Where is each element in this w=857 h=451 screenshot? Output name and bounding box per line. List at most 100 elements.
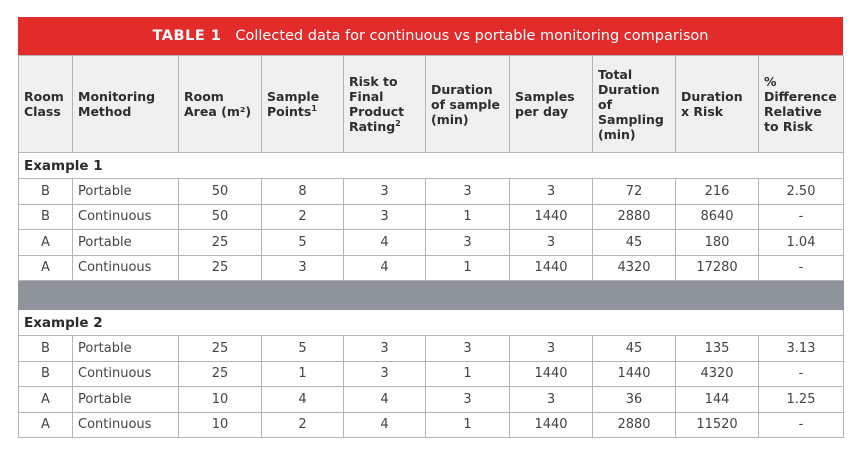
table-row: A Continuous 25 3 4 1 1440 4320 17280-	[18, 254, 844, 281]
table-title: Collected data for continuous vs portabl…	[235, 28, 709, 44]
cell-duration-sample: 1	[425, 411, 510, 438]
cell-samples-per-day: 1440	[509, 360, 593, 387]
cell-room-class: B	[18, 203, 73, 230]
cell-room-class: B	[18, 178, 73, 205]
table-row: A Portable 10 4 4 3 3 36 144 1.25	[18, 386, 844, 413]
cell-room-area: 50	[178, 203, 262, 230]
table-number: TABLE 1	[152, 28, 222, 44]
header-total-duration: Total Duration of Sampling (min)	[592, 55, 676, 153]
cell-room-class: B	[18, 360, 73, 387]
header-risk-rating: Risk to Final Product Rating2	[343, 55, 426, 153]
footnote-marker-2: 2	[395, 118, 401, 128]
cell-risk-rating: 3	[343, 335, 426, 362]
cell-monitoring-method: Portable	[72, 178, 179, 205]
cell-duration-x-risk: 8640	[675, 203, 759, 230]
cell-monitoring-method: Portable	[72, 335, 179, 362]
cell-duration-x-risk: 11520	[675, 411, 759, 438]
cell-room-class: A	[18, 386, 73, 413]
cell-total-duration: 1440	[592, 360, 676, 387]
cell-total-duration: 45	[592, 229, 676, 256]
cell-samples-per-day: 3	[509, 335, 593, 362]
monitoring-comparison-table: Room Class Monitoring Method Room Area (…	[18, 55, 844, 438]
cell-room-area: 50	[178, 178, 262, 205]
cell-room-area: 25	[178, 254, 262, 281]
table-row: B Continuous 50 2 3 1 1440 2880 8640-	[18, 203, 844, 230]
cell-risk-rating: 3	[343, 203, 426, 230]
cell-total-duration: 45	[592, 335, 676, 362]
cell-monitoring-method: Continuous	[72, 254, 179, 281]
cell-total-duration: 2880	[592, 203, 676, 230]
cell-room-area: 25	[178, 335, 262, 362]
header-duration-x-risk: Duration x Risk	[675, 55, 759, 153]
cell-room-area: 25	[178, 229, 262, 256]
cell-room-class: A	[18, 229, 73, 256]
header-row: Room Class Monitoring Method Room Area (…	[18, 55, 844, 153]
cell-monitoring-method: Continuous	[72, 411, 179, 438]
section-row-example-2: Example 2	[18, 309, 844, 336]
cell-sample-points: 4	[261, 386, 344, 413]
cell-duration-sample: 3	[425, 229, 510, 256]
cell-samples-per-day: 1440	[509, 411, 593, 438]
cell-duration-sample: 3	[425, 386, 510, 413]
table-row: B Portable 25 5 3 3 3 45 135 3.13	[18, 335, 844, 362]
cell-total-duration: 72	[592, 178, 676, 205]
cell-sample-points: 5	[261, 229, 344, 256]
cell-room-area: 10	[178, 411, 262, 438]
data-table-container: TABLE 1 Collected data for continuous vs…	[18, 17, 844, 438]
cell-sample-points: 8	[261, 178, 344, 205]
cell-duration-x-risk: 180	[675, 229, 759, 256]
footnote-marker-1: 1	[311, 103, 317, 113]
cell-samples-per-day: 1440	[509, 254, 593, 281]
cell-pct-difference: -	[758, 203, 844, 230]
table-row: A Portable 25 5 4 3 3 45 180 1.04	[18, 229, 844, 256]
section-label-example-1: Example 1	[18, 152, 844, 179]
cell-monitoring-method: Portable	[72, 229, 179, 256]
cell-duration-sample: 3	[425, 335, 510, 362]
cell-duration-x-risk: 144	[675, 386, 759, 413]
cell-duration-sample: 3	[425, 178, 510, 205]
cell-samples-per-day: 3	[509, 229, 593, 256]
header-monitoring-method: Monitoring Method	[72, 55, 179, 153]
cell-risk-rating: 4	[343, 386, 426, 413]
cell-risk-rating: 4	[343, 411, 426, 438]
header-pct-difference: % Difference Relative to Risk	[758, 55, 844, 153]
table-title-bar: TABLE 1 Collected data for continuous vs…	[18, 17, 843, 55]
cell-sample-points: 3	[261, 254, 344, 281]
cell-duration-x-risk: 17280	[675, 254, 759, 281]
header-room-class: Room Class	[18, 55, 73, 153]
cell-room-class: A	[18, 254, 73, 281]
header-sample-points-label: Sample Points	[267, 89, 320, 119]
cell-room-area: 10	[178, 386, 262, 413]
cell-duration-x-risk: 216	[675, 178, 759, 205]
cell-sample-points: 2	[261, 411, 344, 438]
cell-pct-difference: 2.50	[758, 178, 844, 205]
cell-pct-difference: 3.13	[758, 335, 844, 362]
cell-duration-sample: 1	[425, 254, 510, 281]
cell-duration-sample: 1	[425, 203, 510, 230]
section-divider-row	[18, 280, 844, 310]
cell-monitoring-method: Continuous	[72, 203, 179, 230]
header-room-area: Room Area (m²)	[178, 55, 262, 153]
cell-samples-per-day: 3	[509, 178, 593, 205]
cell-monitoring-method: Portable	[72, 386, 179, 413]
header-risk-rating-label: Risk to Final Product Rating	[349, 74, 405, 134]
cell-duration-x-risk: 135	[675, 335, 759, 362]
table-row: A Continuous 10 2 4 1 1440 2880 11520-	[18, 411, 844, 438]
cell-sample-points: 1	[261, 360, 344, 387]
cell-samples-per-day: 1440	[509, 203, 593, 230]
cell-sample-points: 5	[261, 335, 344, 362]
section-label-example-2: Example 2	[18, 309, 844, 336]
cell-monitoring-method: Continuous	[72, 360, 179, 387]
header-duration-sample: Duration of sample (min)	[425, 55, 510, 153]
cell-risk-rating: 3	[343, 178, 426, 205]
cell-room-area: 25	[178, 360, 262, 387]
header-samples-per-day: Samples per day	[509, 55, 593, 153]
cell-pct-difference: -	[758, 254, 844, 281]
cell-total-duration: 4320	[592, 254, 676, 281]
cell-samples-per-day: 3	[509, 386, 593, 413]
cell-sample-points: 2	[261, 203, 344, 230]
table-row: B Continuous 25 1 3 1 1440 1440 4320-	[18, 360, 844, 387]
cell-risk-rating: 3	[343, 360, 426, 387]
cell-pct-difference: 1.04	[758, 229, 844, 256]
cell-total-duration: 36	[592, 386, 676, 413]
